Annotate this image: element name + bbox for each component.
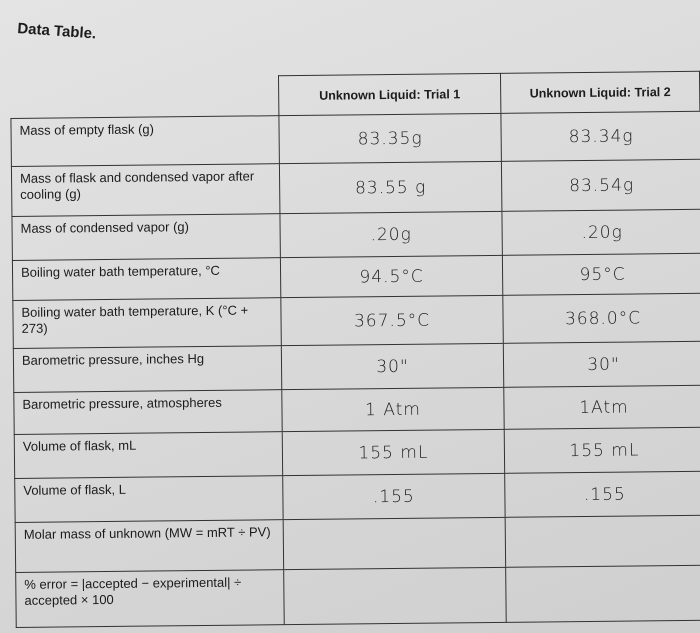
row-label: Volume of flask, mL bbox=[14, 431, 283, 479]
row-label: % error = |accepted − experimental| ÷ ac… bbox=[15, 569, 285, 628]
table-row: Barometric pressure, inches Hg 30" 30" bbox=[13, 341, 700, 393]
trial-2-value: 368.0°C bbox=[502, 293, 700, 344]
trial-1-value: .155 bbox=[282, 473, 506, 520]
trial-1-value bbox=[283, 517, 506, 570]
header-trial-2: Unknown Liquid: Trial 2 bbox=[499, 70, 700, 113]
row-label: Volume of flask, L bbox=[14, 475, 284, 523]
table-row: Barometric pressure, atmospheres 1 Atm 1At… bbox=[13, 385, 700, 435]
trial-2-value bbox=[505, 565, 700, 623]
table-header: Unknown Liquid: Trial 1 Unknown Liquid: … bbox=[10, 70, 700, 118]
trial-1-value: 30" bbox=[281, 343, 504, 390]
table-body: Mass of empty flask (g) 83.35g 83.34g Mass … bbox=[10, 111, 700, 628]
trial-1-value bbox=[283, 567, 507, 625]
trial-2-value: 95°C bbox=[502, 253, 700, 296]
header-blank bbox=[10, 75, 278, 118]
row-label: Mass of empty flask (g) bbox=[10, 115, 280, 167]
table-row: Molar mass of unknown (MW = mRT ÷ PV) bbox=[15, 515, 700, 573]
trial-2-value: 83.54g bbox=[501, 159, 700, 212]
trial-1-value: 94.5°C bbox=[280, 255, 503, 298]
trial-1-value: 83.35g bbox=[278, 113, 502, 164]
table-row: Mass of condensed vapor (g) .20g .20g bbox=[11, 209, 700, 261]
trial-1-value: 155 mL bbox=[282, 429, 505, 476]
row-label: Molar mass of unknown (MW = mRT ÷ PV) bbox=[15, 519, 284, 573]
table-row: Volume of flask, mL 155 mL 155 mL bbox=[14, 427, 700, 479]
trial-1-value: .20g bbox=[279, 211, 503, 258]
trial-1-value: 83.55 g bbox=[279, 161, 502, 214]
table-row: Boiling water bath temperature, K (°C + … bbox=[12, 293, 700, 349]
row-label: Barometric pressure, inches Hg bbox=[13, 345, 282, 393]
table-row: % error = |accepted − experimental| ÷ ac… bbox=[15, 565, 700, 628]
row-label: Mass of flask and condensed vapor after … bbox=[11, 163, 280, 217]
header-trial-1: Unknown Liquid: Trial 1 bbox=[277, 72, 501, 116]
table-row: Mass of flask and condensed vapor after … bbox=[11, 159, 700, 217]
trial-1-value: 367.5°C bbox=[280, 295, 504, 346]
trial-2-value: 83.34g bbox=[500, 111, 700, 162]
trial-2-value: 155 mL bbox=[504, 427, 700, 474]
trial-1-value: 1 Atm bbox=[281, 387, 505, 432]
row-label: Boiling water bath temperature, °C bbox=[12, 257, 281, 301]
trial-2-value: .20g bbox=[501, 209, 700, 256]
trial-2-value bbox=[505, 515, 700, 568]
table-row: Mass of empty flask (g) 83.35g 83.34g bbox=[10, 111, 700, 167]
page-title: Data Table. bbox=[16, 20, 97, 43]
row-label: Mass of condensed vapor (g) bbox=[11, 213, 281, 261]
data-table: Unknown Liquid: Trial 1 Unknown Liquid: … bbox=[10, 70, 700, 628]
trial-2-value: 1Atm bbox=[503, 385, 700, 430]
row-label: Barometric pressure, atmospheres bbox=[13, 389, 283, 435]
row-label: Boiling water bath temperature, K (°C + … bbox=[12, 297, 282, 349]
trial-2-value: .155 bbox=[504, 471, 700, 518]
trial-2-value: 30" bbox=[503, 341, 700, 388]
table-row: Volume of flask, L .155.155 bbox=[14, 471, 700, 523]
